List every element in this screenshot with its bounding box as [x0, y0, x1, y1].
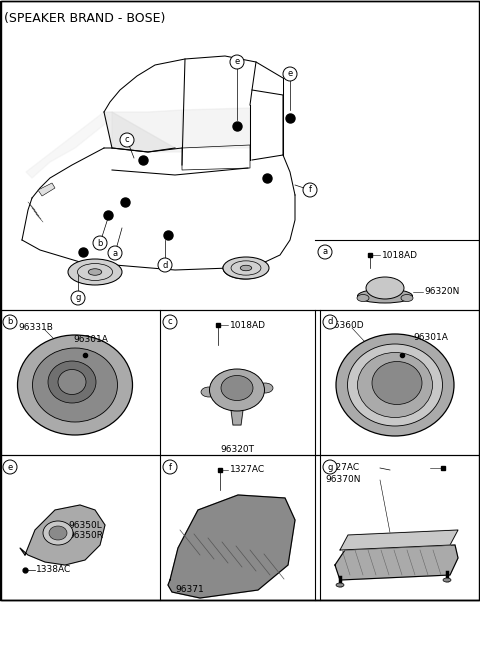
Polygon shape	[182, 108, 250, 148]
Circle shape	[3, 315, 17, 329]
Text: e: e	[7, 462, 12, 472]
Polygon shape	[168, 495, 295, 598]
Text: b: b	[97, 239, 103, 247]
Text: 96331B: 96331B	[18, 323, 53, 333]
Ellipse shape	[88, 269, 102, 276]
Text: 1338AC: 1338AC	[36, 565, 71, 575]
Text: e: e	[234, 58, 240, 66]
Text: g: g	[327, 462, 333, 472]
Text: f: f	[309, 186, 312, 194]
Polygon shape	[38, 183, 55, 196]
Text: 96301A: 96301A	[413, 333, 448, 342]
Circle shape	[163, 460, 177, 474]
Text: 1018AD: 1018AD	[230, 321, 266, 329]
Ellipse shape	[49, 526, 67, 540]
Ellipse shape	[372, 361, 422, 405]
Ellipse shape	[348, 344, 443, 426]
Text: 96350R: 96350R	[68, 531, 103, 541]
Text: g: g	[75, 293, 81, 302]
Ellipse shape	[43, 521, 73, 545]
Circle shape	[93, 236, 107, 250]
Text: (SPEAKER BRAND - BOSE): (SPEAKER BRAND - BOSE)	[4, 12, 166, 25]
Ellipse shape	[240, 265, 252, 271]
Ellipse shape	[209, 369, 264, 411]
Ellipse shape	[358, 352, 432, 417]
Ellipse shape	[336, 583, 344, 587]
Ellipse shape	[358, 289, 412, 303]
Ellipse shape	[68, 259, 122, 285]
Ellipse shape	[366, 277, 404, 299]
Circle shape	[230, 55, 244, 69]
Ellipse shape	[48, 361, 96, 403]
Text: e: e	[288, 70, 293, 79]
Circle shape	[323, 315, 337, 329]
Text: b: b	[7, 318, 12, 327]
Polygon shape	[20, 505, 105, 565]
Ellipse shape	[221, 375, 253, 401]
Circle shape	[303, 183, 317, 197]
Ellipse shape	[443, 578, 451, 582]
Text: 96370N: 96370N	[325, 476, 360, 485]
Ellipse shape	[33, 348, 118, 422]
Circle shape	[71, 291, 85, 305]
Text: d: d	[162, 260, 168, 270]
Text: 96320T: 96320T	[220, 445, 254, 455]
Ellipse shape	[17, 335, 132, 435]
Circle shape	[108, 246, 122, 260]
Text: c: c	[125, 136, 129, 144]
Ellipse shape	[357, 295, 369, 302]
Ellipse shape	[58, 369, 86, 394]
Polygon shape	[231, 410, 243, 425]
Text: 96371: 96371	[175, 586, 204, 594]
Polygon shape	[104, 112, 175, 152]
Polygon shape	[335, 545, 458, 580]
Circle shape	[120, 133, 134, 147]
Polygon shape	[26, 112, 110, 178]
Text: 1327AC: 1327AC	[325, 462, 360, 472]
Text: c: c	[168, 318, 172, 327]
Circle shape	[163, 315, 177, 329]
Text: 96301A: 96301A	[73, 335, 108, 344]
Text: a: a	[323, 247, 327, 256]
Ellipse shape	[201, 387, 217, 397]
Polygon shape	[112, 110, 182, 152]
Ellipse shape	[336, 334, 454, 436]
Circle shape	[283, 67, 297, 81]
Text: 1018AD: 1018AD	[382, 251, 418, 260]
Text: 96350L: 96350L	[68, 520, 102, 529]
Text: f: f	[168, 462, 171, 472]
Text: d: d	[327, 318, 333, 327]
Ellipse shape	[401, 295, 413, 302]
Circle shape	[318, 245, 332, 259]
Text: 96360D: 96360D	[328, 321, 364, 331]
Text: a: a	[112, 249, 118, 258]
Polygon shape	[340, 530, 458, 550]
Ellipse shape	[257, 383, 273, 393]
Ellipse shape	[223, 257, 269, 279]
Circle shape	[3, 460, 17, 474]
Text: 96320N: 96320N	[424, 287, 459, 297]
Text: 1327AC: 1327AC	[230, 466, 265, 474]
Circle shape	[323, 460, 337, 474]
Circle shape	[158, 258, 172, 272]
